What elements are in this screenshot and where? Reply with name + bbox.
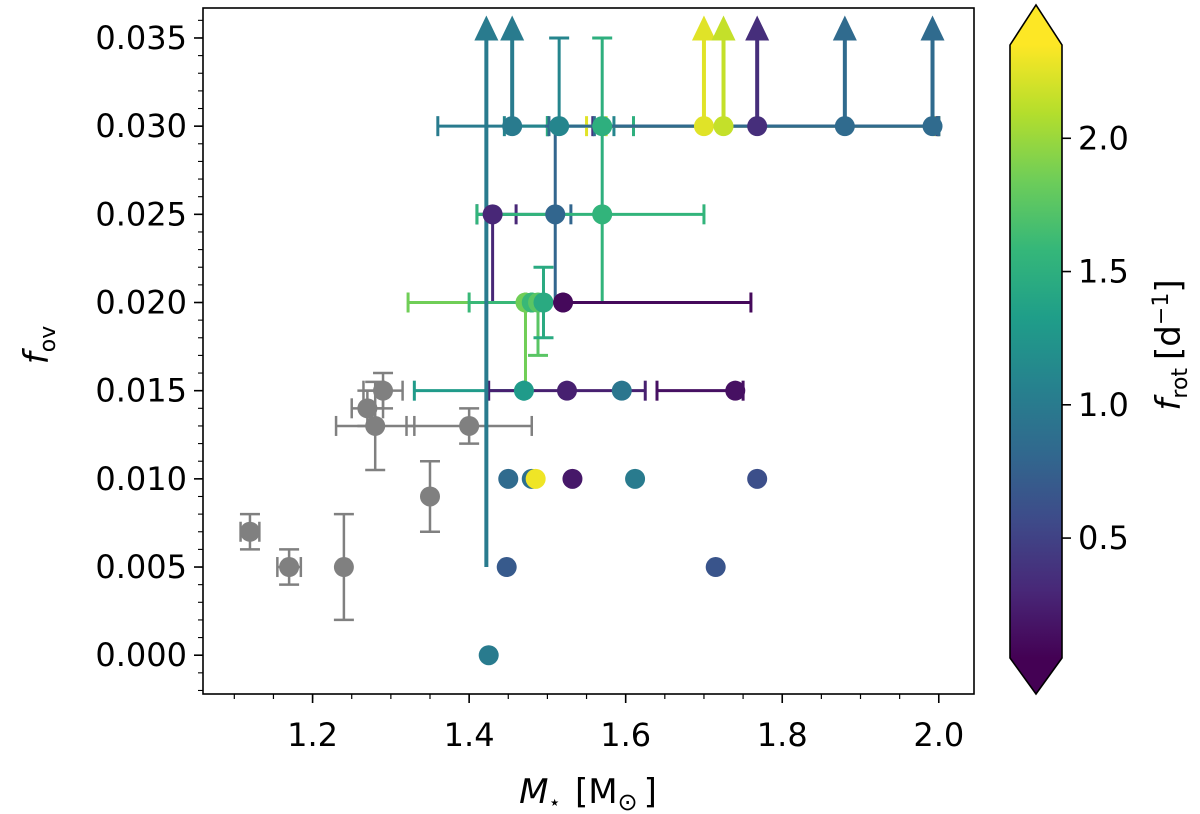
grey-data-point [419,486,440,507]
data-point [705,557,726,578]
colorbar-tick-label: 1.5 [1078,253,1129,291]
colorbar-ticks: 0.5 1.0 1.5 2.0 [1062,119,1129,557]
y-tick-label: 0.005 [95,548,187,586]
lower-limit-arrowhead [920,15,945,41]
data-point [713,116,734,137]
data-point [545,204,566,225]
y-tick-label: 0.035 [95,19,187,57]
data-point [553,292,574,313]
colorbar-extend-bottom [1010,658,1062,694]
grey-data-point [459,415,480,436]
colorbar-label: frot[d−1] [1149,279,1193,410]
data-point [513,380,534,401]
x-axis-ticks: 1.2 1.4 1.6 1.8 2.0 [233,694,964,754]
y-tick-label: 0.010 [95,460,187,498]
data-point [592,204,613,225]
y-tick-label: 0.025 [95,195,187,233]
data-point [502,116,523,137]
x-tick-label: 2.0 [913,716,964,754]
data-point [549,116,570,137]
plot-frame [202,7,975,695]
colorbar-tick-label: 1.0 [1078,386,1129,424]
data-point [556,380,577,401]
data-point [592,116,613,137]
lower-limit-arrowhead [745,15,770,41]
data-point [482,204,503,225]
lower-limit-arrowhead [832,15,857,41]
data-point [498,468,519,489]
x-tick-label: 1.4 [444,716,495,754]
grey-data-point [357,398,378,419]
grey-data-point [279,557,300,578]
data-point [525,468,546,489]
data-point [725,380,746,401]
data-point [533,292,554,313]
data-point [611,380,632,401]
colorbar-outline [1009,3,1063,696]
x-tick-label: 1.2 [287,716,338,754]
data-point [747,116,768,137]
colorbar-tick-label: 2.0 [1078,119,1129,157]
lower-limit-arrowhead [474,15,499,41]
y-axis-ticks: 0.000 0.005 0.010 0.015 0.020 0.025 0.030 0.035 [95,19,203,692]
y-tick-label: 0.030 [95,107,187,145]
y-axis-label: fov [17,326,61,364]
data-point [747,468,768,489]
colorbar-body [1010,45,1062,658]
x-axis-label: M⋆ [M⊙] [519,772,657,814]
y-tick-label: 0.000 [95,636,187,674]
data-point [922,116,943,137]
data-point [625,468,646,489]
data-point [496,557,517,578]
grey-data-point [239,521,260,542]
grey-data-point [373,380,394,401]
grey-data-point [333,557,354,578]
grey-data-point [365,415,386,436]
data-point [834,116,855,137]
colorbar: 0.5 1.0 1.5 2.0 [1009,3,1129,696]
colorbar-tick-label: 0.5 [1078,519,1129,557]
markers-layer [239,15,945,666]
lower-limit-arrowhead [691,15,716,41]
data-point [478,645,499,666]
x-tick-label: 1.8 [757,716,808,754]
colorbar-extend-top [1010,5,1062,45]
y-tick-label: 0.015 [95,372,187,410]
data-point [562,468,583,489]
y-tick-label: 0.020 [95,284,187,322]
lower-limit-arrowhead [711,15,736,41]
x-tick-label: 1.6 [600,716,651,754]
data-point [693,116,714,137]
lower-limit-arrowhead [500,15,525,41]
error-bars-layer [239,34,941,622]
